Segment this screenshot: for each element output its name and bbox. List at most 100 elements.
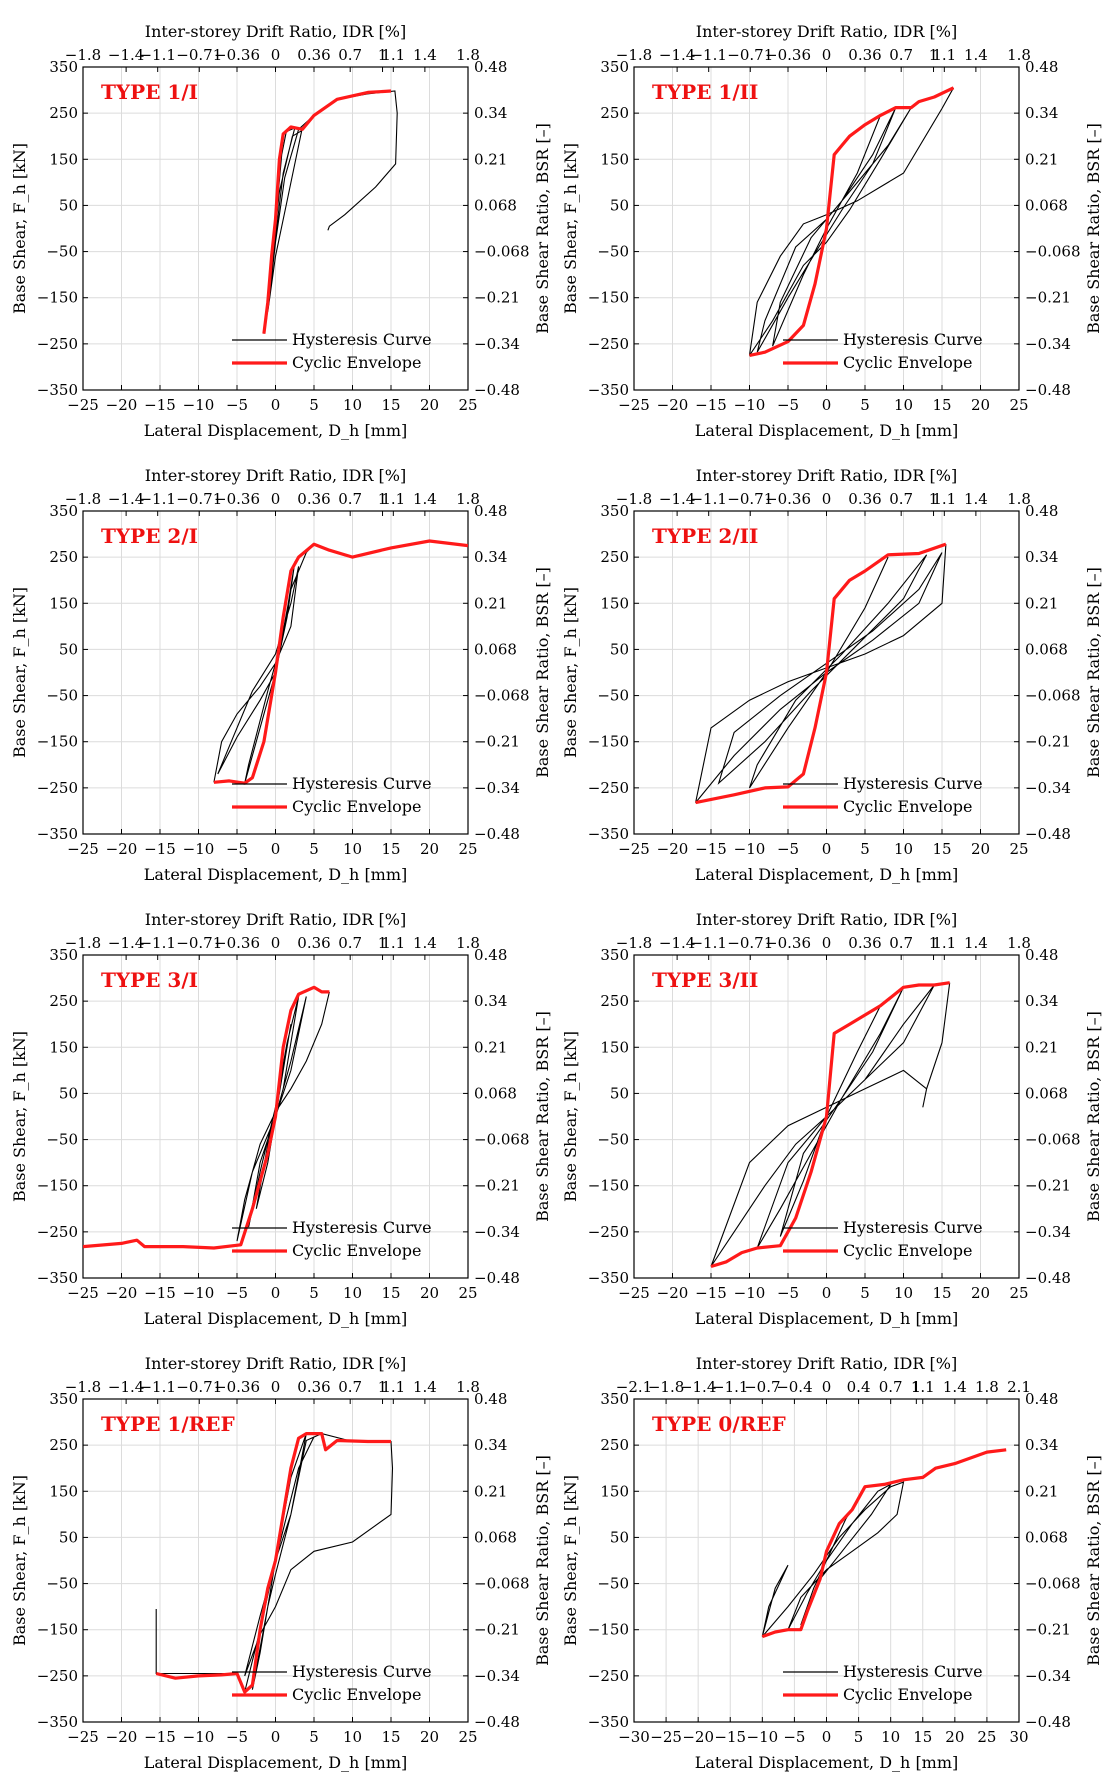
hysteresis-curve-line bbox=[761, 1481, 905, 1637]
y-tick-label: −150 bbox=[588, 1621, 629, 1639]
legend-label-hysteresis: Hysteresis Curve bbox=[843, 1218, 983, 1237]
y2-tick-label: 0.48 bbox=[1025, 502, 1058, 520]
y2-tick-label: 0.48 bbox=[474, 502, 507, 520]
x2-tick-label: 1 bbox=[378, 1378, 388, 1396]
x2-tick-label: −0.71 bbox=[727, 934, 773, 952]
x-tick-label: 25 bbox=[1009, 1284, 1028, 1302]
x2-tick-label: 1.8 bbox=[456, 934, 480, 952]
y2-tick-label: −0.48 bbox=[474, 1269, 520, 1287]
x-tick-label: −15 bbox=[695, 1284, 727, 1302]
x2-tick-label: −0.71 bbox=[176, 490, 222, 508]
x-tick-label: 10 bbox=[894, 840, 913, 858]
x-tick-label: 25 bbox=[458, 396, 477, 414]
x2-tick-label: −0.7 bbox=[744, 1378, 780, 1396]
x-tick-label: −10 bbox=[183, 840, 215, 858]
x2-tick-label: −1.8 bbox=[616, 46, 652, 64]
x2-axis-label: Inter-storey Drift Ratio, IDR [%] bbox=[696, 1354, 957, 1373]
y-axis-label: Base Shear, F_h [kN] bbox=[10, 587, 29, 758]
x-tick-label: 25 bbox=[458, 1728, 477, 1746]
y-tick-label: −50 bbox=[46, 1575, 78, 1593]
x2-tick-label: 0.7 bbox=[889, 46, 913, 64]
x2-tick-label: 1.1 bbox=[932, 46, 956, 64]
x2-tick-label: 0 bbox=[822, 1378, 832, 1396]
x-tick-label: −15 bbox=[695, 396, 727, 414]
x-tick-label: −5 bbox=[777, 840, 799, 858]
x2-tick-label: 1.4 bbox=[413, 1378, 437, 1396]
x-tick-label: 15 bbox=[381, 396, 400, 414]
x2-tick-label: 1 bbox=[378, 490, 388, 508]
x2-tick-label: −1.4 bbox=[108, 490, 144, 508]
y-axis-label: Base Shear, F_h [kN] bbox=[561, 1475, 580, 1646]
x-tick-label: −10 bbox=[734, 840, 766, 858]
y-tick-label: −350 bbox=[37, 1713, 78, 1731]
y-tick-label: −150 bbox=[588, 289, 629, 307]
x-tick-label: −25 bbox=[618, 396, 650, 414]
x2-tick-label: −1.8 bbox=[65, 1378, 101, 1396]
y2-tick-label: 0.34 bbox=[474, 104, 507, 122]
y-tick-label: −150 bbox=[588, 733, 629, 751]
y2-tick-label: −0.068 bbox=[474, 243, 530, 261]
x2-tick-label: −1.4 bbox=[108, 1378, 144, 1396]
x2-tick-label: 0 bbox=[822, 46, 832, 64]
x-tick-label: −5 bbox=[777, 1284, 799, 1302]
x2-tick-label: 1.4 bbox=[964, 934, 988, 952]
x2-tick-label: 1.8 bbox=[1007, 490, 1031, 508]
legend-label-hysteresis: Hysteresis Curve bbox=[843, 774, 983, 793]
y-tick-label: −50 bbox=[597, 1575, 629, 1593]
x-tick-label: −30 bbox=[618, 1728, 650, 1746]
y-tick-label: 150 bbox=[600, 594, 629, 612]
hysteresis-curve-line bbox=[710, 982, 951, 1267]
cyclic-envelope-line bbox=[761, 1448, 1007, 1639]
y2-tick-label: 0.48 bbox=[474, 58, 507, 76]
x2-tick-label: 0.36 bbox=[297, 1378, 330, 1396]
panel-title: TYPE 1/II bbox=[652, 80, 758, 104]
y2-tick-label: −0.48 bbox=[474, 1713, 520, 1731]
x2-tick-label: 2.1 bbox=[1007, 1378, 1031, 1396]
x-tick-label: −20 bbox=[657, 396, 689, 414]
panel-title: TYPE 2/I bbox=[101, 524, 198, 548]
y2-axis-label: Base Shear Ratio, BSR [–] bbox=[1084, 1455, 1103, 1666]
x2-tick-label: 1.1 bbox=[381, 46, 405, 64]
x-tick-label: −15 bbox=[144, 1728, 176, 1746]
panel-title: TYPE 3/II bbox=[652, 968, 758, 992]
x2-tick-label: −0.71 bbox=[727, 490, 773, 508]
y-tick-label: 250 bbox=[600, 992, 629, 1010]
y-tick-label: −50 bbox=[597, 243, 629, 261]
x-tick-label: 5 bbox=[309, 1284, 319, 1302]
y-tick-label: 350 bbox=[600, 502, 629, 520]
y-tick-label: 350 bbox=[49, 502, 78, 520]
y2-tick-label: −0.21 bbox=[474, 289, 520, 307]
x2-tick-label: −1.8 bbox=[616, 490, 652, 508]
y2-tick-label: 0.34 bbox=[474, 1436, 507, 1454]
y-tick-label: −250 bbox=[37, 1667, 78, 1685]
panel-title: TYPE 0/REF bbox=[652, 1412, 786, 1436]
x-tick-label: 10 bbox=[343, 840, 362, 858]
x-tick-label: −10 bbox=[747, 1728, 779, 1746]
y-tick-label: −350 bbox=[588, 381, 629, 399]
x2-tick-label: 0.36 bbox=[848, 490, 881, 508]
x2-tick-label: 0.36 bbox=[297, 934, 330, 952]
y-axis-label: Base Shear, F_h [kN] bbox=[561, 1031, 580, 1202]
y-tick-label: −250 bbox=[588, 335, 629, 353]
x2-tick-label: −1.1 bbox=[690, 46, 726, 64]
y2-tick-label: 0.068 bbox=[1025, 1084, 1068, 1102]
x-tick-label: 5 bbox=[860, 840, 870, 858]
y-tick-label: 50 bbox=[59, 196, 78, 214]
panel-5: −25 −20 −15 −10 −5 0 5 10 15 20 2535025015050−50−1… bbox=[10, 910, 552, 1328]
x2-tick-label: 0.7 bbox=[338, 46, 362, 64]
x-tick-label: 15 bbox=[381, 1728, 400, 1746]
x2-tick-label: −0.36 bbox=[214, 1378, 260, 1396]
x-tick-label: −15 bbox=[144, 840, 176, 858]
y2-tick-label: −0.068 bbox=[1025, 1575, 1081, 1593]
y-tick-label: −50 bbox=[46, 243, 78, 261]
y2-tick-label: −0.34 bbox=[1025, 335, 1071, 353]
panel-title: TYPE 3/I bbox=[101, 968, 198, 992]
y2-tick-label: 0.21 bbox=[1025, 150, 1058, 168]
x2-tick-label: 1.1 bbox=[932, 490, 956, 508]
x-tick-label: 25 bbox=[977, 1728, 996, 1746]
x2-tick-label: −1.1 bbox=[690, 490, 726, 508]
y-tick-label: 350 bbox=[600, 946, 629, 964]
x-tick-label: −10 bbox=[183, 1728, 215, 1746]
x2-axis-label: Inter-storey Drift Ratio, IDR [%] bbox=[145, 22, 406, 41]
x2-tick-label: 1 bbox=[929, 46, 939, 64]
